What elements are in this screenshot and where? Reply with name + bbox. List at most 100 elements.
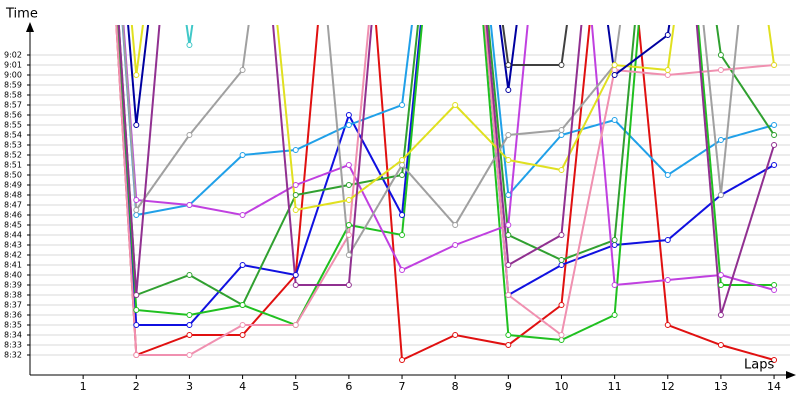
data-point (399, 267, 406, 273)
data-point (611, 67, 618, 73)
y-tick-label: 8:59 (4, 81, 22, 90)
y-axis-arrow (26, 22, 34, 32)
data-point (505, 192, 512, 198)
data-point (505, 132, 512, 138)
x-tick-label: 9 (505, 380, 512, 393)
x-tick-label: 11 (608, 380, 622, 393)
data-point (717, 67, 724, 73)
data-point (717, 272, 724, 278)
data-point (611, 72, 618, 78)
data-point (186, 42, 193, 48)
series-line (127, 25, 671, 126)
y-tick-label: 8:45 (4, 221, 22, 230)
data-point (505, 87, 512, 93)
y-tick-label: 9:00 (4, 71, 22, 80)
x-tick-label: 2 (133, 380, 140, 393)
data-point (505, 342, 512, 348)
data-point (399, 212, 406, 218)
y-tick-label: 8:52 (4, 151, 22, 160)
y-tick-label: 8:40 (4, 271, 22, 280)
data-point (186, 312, 193, 318)
x-tick-label: 10 (554, 380, 568, 393)
series-line (116, 25, 775, 326)
data-point (239, 332, 246, 338)
y-tick-label: 8:56 (4, 111, 22, 120)
data-point (771, 282, 778, 288)
data-point (558, 232, 565, 238)
data-point (558, 167, 565, 173)
data-point (771, 162, 778, 168)
data-point (558, 62, 565, 68)
y-tick-label: 8:35 (4, 321, 22, 330)
data-point (186, 332, 193, 338)
data-point (239, 302, 246, 308)
data-point (558, 332, 565, 338)
data-point (664, 67, 671, 73)
x-tick-label: 5 (292, 380, 299, 393)
data-point (611, 242, 618, 248)
series-line (122, 25, 775, 291)
y-tick-label: 8:32 (4, 351, 22, 360)
data-point (186, 272, 193, 278)
data-point (186, 202, 193, 208)
y-tick-label: 8:38 (4, 291, 22, 300)
data-point (292, 207, 299, 213)
data-point (239, 152, 246, 158)
data-point (558, 127, 565, 133)
x-tick-label: 3 (186, 380, 193, 393)
data-point (717, 312, 724, 318)
data-point (664, 32, 671, 38)
data-point (133, 307, 140, 313)
data-point (611, 237, 618, 243)
data-point (558, 262, 565, 268)
data-point (186, 132, 193, 138)
y-tick-label: 8:34 (4, 331, 22, 340)
data-point (771, 62, 778, 68)
data-point (505, 232, 512, 238)
data-point (558, 337, 565, 343)
x-tick-label: 13 (714, 380, 728, 393)
data-point (345, 222, 352, 228)
series-line (121, 25, 775, 217)
data-point (399, 162, 406, 168)
data-point (505, 292, 512, 298)
data-point (717, 282, 724, 288)
data-point (133, 122, 140, 128)
series-line (117, 25, 775, 307)
data-point (558, 132, 565, 138)
data-point (717, 192, 724, 198)
x-tick-label: 1 (80, 380, 87, 393)
data-point (505, 62, 512, 68)
y-tick-label: 8:43 (4, 241, 22, 250)
data-point (505, 222, 512, 228)
y-tick-label: 8:51 (4, 161, 22, 170)
data-point (771, 122, 778, 128)
data-point (292, 147, 299, 153)
data-point (345, 197, 352, 203)
data-point (133, 197, 140, 203)
data-point (664, 322, 671, 328)
data-point (133, 207, 140, 213)
data-point (771, 132, 778, 138)
data-point (558, 257, 565, 263)
y-tick-label: 8:58 (4, 91, 22, 100)
data-point (664, 72, 671, 78)
x-tick-label: 6 (345, 380, 352, 393)
data-point (399, 172, 406, 178)
plot-area (115, 25, 778, 363)
y-tick-label: 8:50 (4, 171, 22, 180)
data-point (664, 172, 671, 178)
data-point (345, 182, 352, 188)
data-point (452, 102, 459, 108)
data-point (771, 142, 778, 148)
data-point (239, 212, 246, 218)
series-line (130, 25, 776, 212)
series-line (117, 25, 775, 342)
data-point (292, 272, 299, 278)
data-point (292, 192, 299, 198)
data-point (611, 117, 618, 123)
data-point (611, 312, 618, 318)
y-tick-label: 8:53 (4, 141, 22, 150)
y-tick-label: 8:57 (4, 101, 22, 110)
